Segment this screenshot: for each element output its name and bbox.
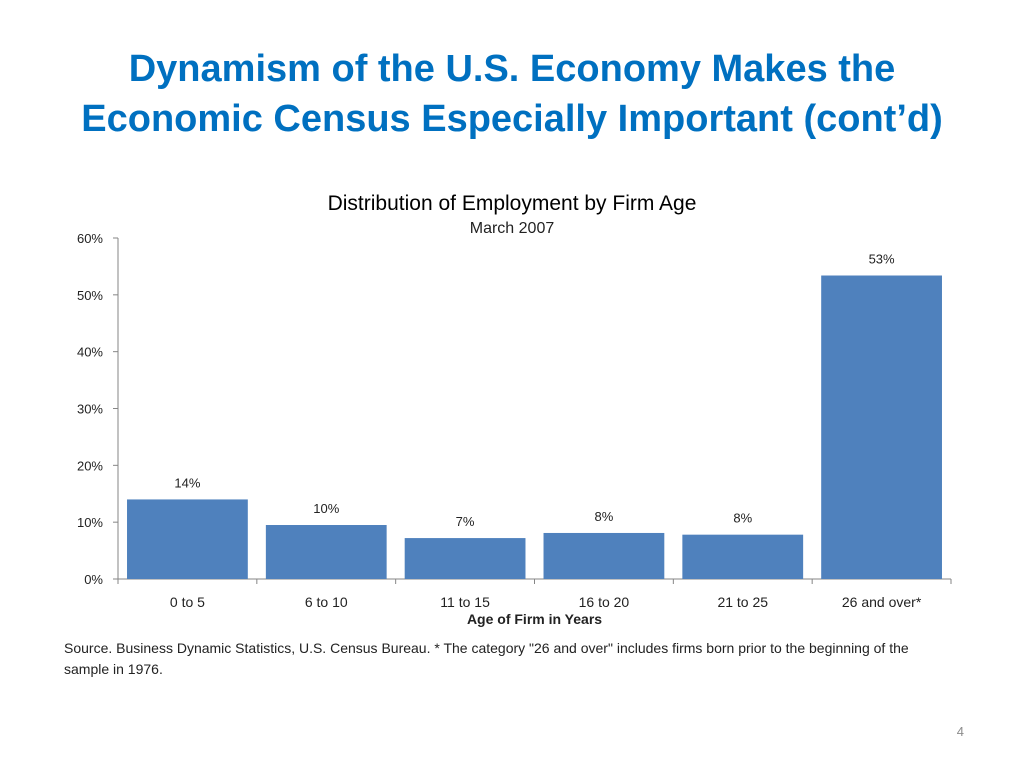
category-label-2: 11 to 15: [440, 594, 490, 610]
source-note: Source. Business Dynamic Statistics, U.S…: [64, 640, 909, 677]
bar-1: [265, 525, 387, 579]
y-tick-label: 30%: [77, 402, 103, 417]
slide-title-line-1: Dynamism of the U.S. Economy Makes the: [128, 48, 896, 90]
data-label-1: 10%: [313, 501, 339, 516]
y-tick-label: 20%: [77, 458, 103, 473]
data-label-0: 14%: [174, 475, 200, 490]
category-label-0: 0 to 5: [170, 594, 205, 610]
y-tick-label: 50%: [77, 288, 103, 303]
data-label-5: 53%: [869, 252, 895, 267]
y-tick-label: 0%: [84, 572, 103, 587]
y-tick-label: 40%: [77, 345, 103, 360]
bar-2: [404, 538, 526, 579]
x-axis-title: Age of Firm in Years: [467, 611, 602, 627]
category-label-1: 6 to 10: [305, 594, 348, 610]
category-label-3: 16 to 20: [579, 594, 630, 610]
page-number: 4: [956, 724, 964, 739]
chart-subtitle: March 2007: [469, 220, 555, 237]
data-label-3: 8%: [595, 509, 614, 524]
bar-4: [682, 534, 804, 579]
bar-3: [543, 532, 665, 579]
bar-0: [127, 499, 248, 579]
data-label-4: 8%: [733, 511, 752, 526]
y-tick-label: 60%: [77, 231, 103, 246]
category-label-4: 21 to 25: [717, 594, 768, 610]
data-label-2: 7%: [456, 514, 475, 529]
bar-5: [821, 275, 942, 579]
slide-title: Dynamism of the U.S. Economy Makes the E…: [0, 44, 1024, 144]
chart-title: Distribution of Employment by Firm Age: [327, 192, 697, 215]
y-tick-label: 10%: [77, 515, 103, 530]
category-label-5: 26 and over*: [842, 594, 922, 610]
slide-title-line-2: Economic Census Especially Important (co…: [81, 98, 943, 140]
